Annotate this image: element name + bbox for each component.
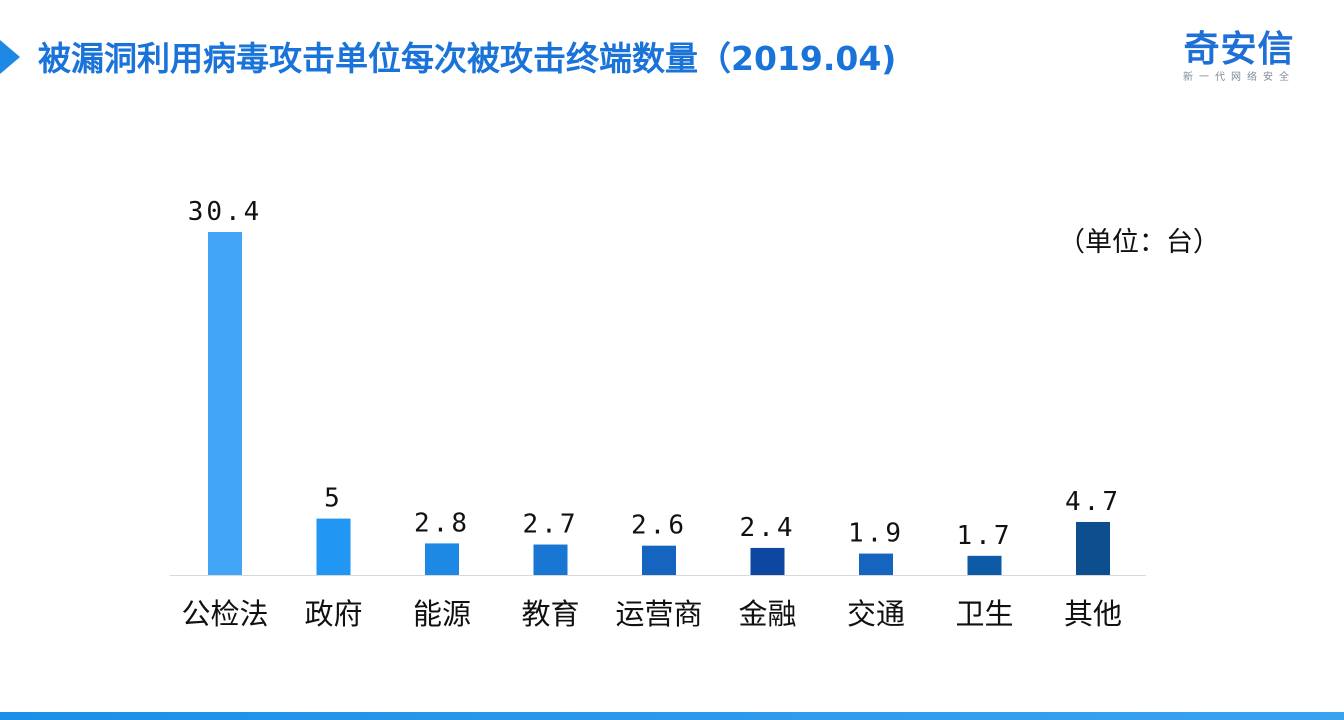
value-label: 2.6 <box>631 511 687 541</box>
category-label: 运营商 <box>615 597 702 631</box>
category-label: 金融 <box>738 597 796 631</box>
value-label: 5 <box>324 484 343 514</box>
qianxin-logo: 奇安信 新一代网络安全 <box>1176 28 1302 84</box>
value-label: 4.7 <box>1065 487 1121 517</box>
bar <box>316 518 351 575</box>
category-label: 能源 <box>413 597 471 631</box>
bar <box>750 547 785 575</box>
bar <box>1076 521 1110 575</box>
category-label: 公检法 <box>181 597 268 631</box>
category-label: 教育 <box>521 597 579 631</box>
unit-label: （单位：台） <box>1058 227 1220 258</box>
bar <box>425 543 459 575</box>
value-label: 2.4 <box>740 513 796 543</box>
bar <box>642 545 676 575</box>
bar <box>859 553 893 575</box>
category-label: 其他 <box>1064 597 1122 631</box>
bar <box>967 555 1002 575</box>
value-label: 30.4 <box>188 197 263 227</box>
logo-main-text: 奇安信 <box>1183 29 1295 70</box>
value-label: 1.9 <box>848 519 904 549</box>
category-label: 政府 <box>304 597 362 631</box>
logo-tagline: 新一代网络安全 <box>1183 72 1295 83</box>
bar <box>208 232 242 575</box>
bottom-accent-bar <box>0 712 1344 720</box>
page-title: 被漏洞利用病毒攻击单位每次被攻击终端数量（2019.04) <box>38 39 897 78</box>
value-label: 2.7 <box>523 510 579 540</box>
value-label: 1.7 <box>957 521 1013 551</box>
bar <box>533 544 568 575</box>
value-label: 2.8 <box>414 508 470 538</box>
category-label: 卫生 <box>955 597 1013 631</box>
title-arrow-icon <box>0 40 20 74</box>
category-label: 交通 <box>847 597 905 631</box>
